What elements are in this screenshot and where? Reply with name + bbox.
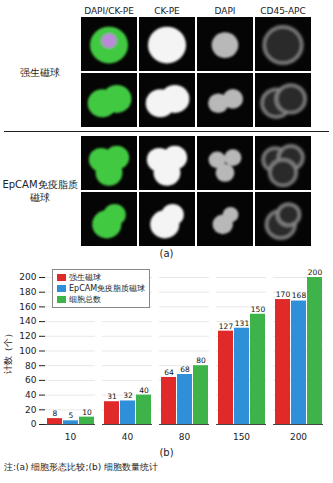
html-text:DAPI: DAPI — [214, 6, 236, 16]
svg-text:168: 168 — [292, 291, 307, 300]
html-text:EpCAM免疫脂质磁球: EpCAM免疫脂质磁球 — [69, 284, 146, 293]
svg-text:68: 68 — [180, 365, 190, 374]
html-text:CK-PE: CK-PE — [154, 6, 180, 16]
svg-text:31: 31 — [107, 392, 117, 401]
svg-text:60: 60 — [25, 375, 37, 385]
html-text:CD45-APC: CD45-APC — [260, 6, 306, 16]
svg-text:8: 8 — [53, 409, 58, 418]
html-text:(b): (b) — [159, 447, 174, 458]
svg-text:150: 150 — [251, 305, 266, 314]
svg-text:40: 40 — [122, 432, 134, 442]
svg-text:200: 200 — [19, 272, 36, 282]
html-text:DAPI/CK-PE: DAPI/CK-PE — [84, 6, 134, 16]
svg-text:180: 180 — [19, 287, 36, 297]
svg-text:5: 5 — [69, 411, 74, 420]
html-text:细胞总数: 细胞总数 — [69, 295, 101, 304]
svg-text:127: 127 — [219, 322, 234, 331]
svg-text:0: 0 — [31, 419, 37, 429]
html-text:EpCAM免疫脂质磁球: EpCAM免疫脂质磁球 — [2, 179, 78, 203]
svg-text:40: 40 — [139, 386, 149, 395]
svg-text:120: 120 — [19, 331, 36, 341]
svg-text:10: 10 — [82, 408, 92, 417]
svg-text:100: 100 — [19, 346, 36, 356]
html-text:强生磁球: 强生磁球 — [20, 66, 60, 78]
svg-text:200: 200 — [308, 268, 323, 277]
svg-text:64: 64 — [164, 368, 174, 377]
svg-text:80: 80 — [196, 356, 206, 365]
svg-text:80: 80 — [179, 432, 191, 442]
html-text:(a): (a) — [159, 248, 174, 259]
html-text:强生磁球: 强生磁球 — [69, 273, 101, 282]
svg-text:200: 200 — [290, 432, 307, 442]
html-text:注:(a) 细胞形态比较;(b) 细胞数量统计: 注:(a) 细胞形态比较;(b) 细胞数量统计 — [4, 462, 159, 472]
svg-text:10: 10 — [65, 432, 77, 442]
svg-text:131: 131 — [235, 319, 250, 328]
svg-text:160: 160 — [19, 302, 36, 312]
svg-text:计数（个）: 计数（个） — [3, 329, 13, 374]
svg-text:32: 32 — [123, 391, 133, 400]
svg-text:40: 40 — [25, 390, 37, 400]
svg-text:80: 80 — [25, 361, 37, 371]
svg-text:150: 150 — [233, 432, 250, 442]
svg-text:140: 140 — [19, 316, 36, 326]
svg-text:170: 170 — [276, 290, 291, 299]
svg-text:20: 20 — [25, 405, 37, 415]
